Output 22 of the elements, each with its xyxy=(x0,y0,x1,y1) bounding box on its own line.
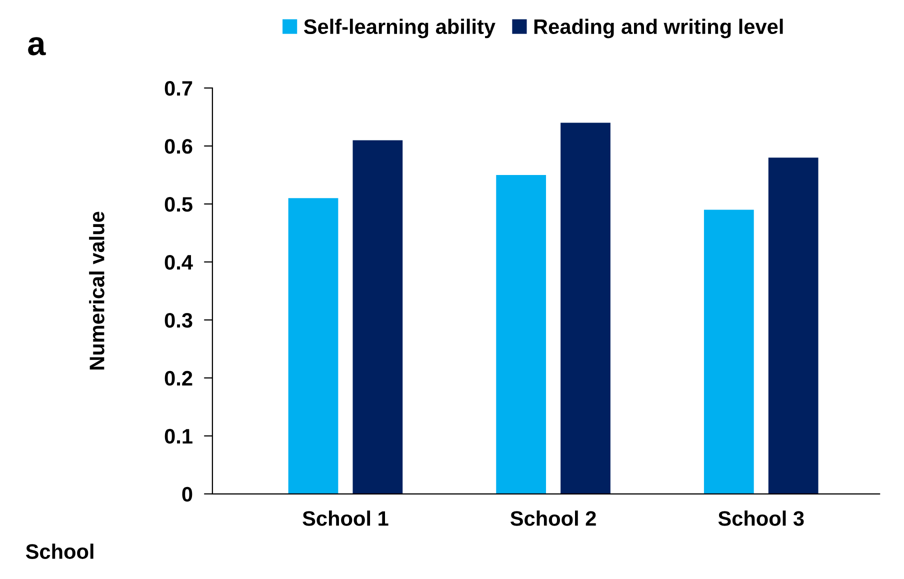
y-tick-label: 0.4 xyxy=(164,254,193,270)
legend-label: Self-learning ability xyxy=(304,18,496,38)
y-tick-label: 0.1 xyxy=(164,428,192,444)
bar xyxy=(560,122,610,494)
legend-label: Reading and writing level xyxy=(534,18,783,38)
y-tick-label: 0.2 xyxy=(164,370,192,386)
x-axis-title: School xyxy=(26,544,94,559)
x-tick-label: School 3 xyxy=(718,510,804,526)
y-tick-label: 0 xyxy=(182,486,192,502)
y-tick-label: 0.7 xyxy=(164,81,192,96)
y-tick-label: 0.5 xyxy=(164,196,192,212)
y-axis-title: Numerical value xyxy=(89,212,104,370)
y-tick-label: 0.3 xyxy=(164,312,192,328)
bar xyxy=(768,158,818,494)
text: a xyxy=(28,37,46,56)
bar xyxy=(352,140,403,494)
bar xyxy=(704,210,754,494)
x-tick-label: School 2 xyxy=(510,510,596,526)
bar xyxy=(288,198,338,494)
x-tick-label: School 1 xyxy=(302,510,388,526)
y-tick-label: 0.6 xyxy=(164,138,192,154)
bar xyxy=(496,174,546,494)
